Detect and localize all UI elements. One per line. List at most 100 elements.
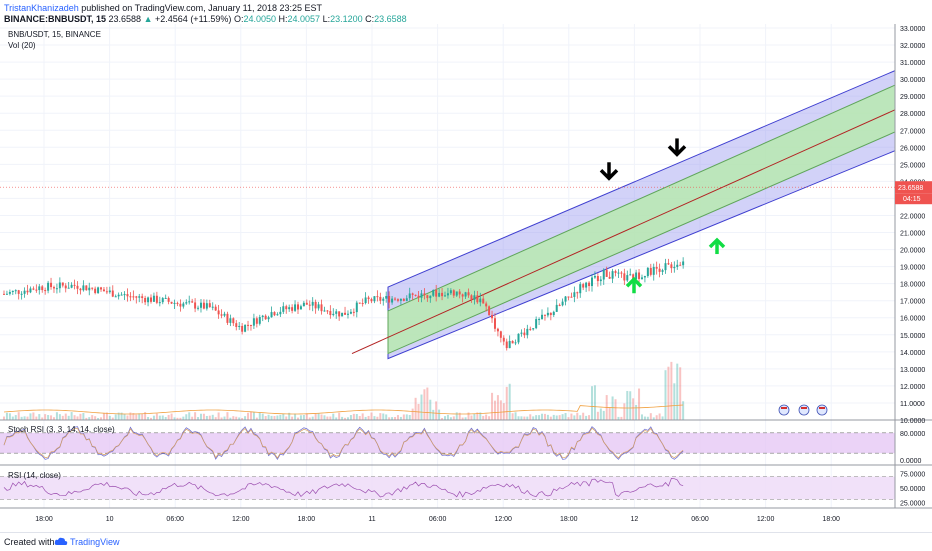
candle-body xyxy=(344,312,347,315)
volume-bar xyxy=(608,407,611,420)
volume-bar xyxy=(308,417,311,420)
volume-bar xyxy=(141,413,144,420)
stoch-tick-label: 80.0000 xyxy=(900,431,925,438)
volume-bar xyxy=(402,414,405,420)
candle-body xyxy=(85,285,88,291)
candle-body xyxy=(408,293,411,299)
time-tick-label: 06:00 xyxy=(166,516,184,523)
volume-bar xyxy=(673,383,676,420)
candle-body xyxy=(111,290,114,297)
close-label: C: xyxy=(365,14,375,24)
event-icons[interactable] xyxy=(778,404,828,416)
candle-body xyxy=(273,312,276,316)
volume-bar xyxy=(288,412,291,420)
volume-bar xyxy=(661,416,664,420)
candle-body xyxy=(297,304,299,310)
volume-bar xyxy=(244,416,247,420)
candle-body xyxy=(14,290,17,292)
volume-bar xyxy=(514,412,517,420)
candle-body xyxy=(502,337,505,342)
candle-body xyxy=(517,333,520,343)
candle-body xyxy=(23,290,26,294)
time-tick-label: 06:00 xyxy=(691,516,709,523)
candle-body xyxy=(138,296,141,298)
volume-bar xyxy=(570,413,573,420)
volume-bar xyxy=(58,414,61,420)
volume-bar xyxy=(76,416,79,420)
candle-body xyxy=(238,325,241,327)
volume-bar xyxy=(364,416,367,420)
chart-canvas[interactable]: 33.0000 32.0000 31.0000 30.0000 29.0000 28.00… xyxy=(0,24,932,532)
volume-bar xyxy=(197,417,200,420)
candle-body xyxy=(102,289,105,292)
candle-body xyxy=(364,297,367,304)
volume-bar xyxy=(267,414,270,420)
candle-body xyxy=(529,328,532,330)
volume-bar xyxy=(532,416,535,420)
volume-bar xyxy=(346,417,349,420)
volume-bar xyxy=(414,397,417,420)
candle-body xyxy=(108,290,111,293)
candle-body xyxy=(679,264,682,266)
volume-bar xyxy=(358,416,361,420)
price-tick-label: 26.0000 xyxy=(900,145,925,152)
axes: 33.0000 32.0000 31.0000 30.0000 29.0000 28.00… xyxy=(0,24,932,523)
volume-bar xyxy=(449,417,452,420)
volume-ma-line xyxy=(3,404,684,415)
candle-body xyxy=(388,296,391,303)
arrow-down-icon xyxy=(667,138,687,157)
volume-bar xyxy=(217,412,220,420)
candle-body xyxy=(667,263,670,265)
candle-body xyxy=(150,297,152,302)
candle-body xyxy=(444,295,446,297)
volume-bar xyxy=(3,416,5,420)
candle-body xyxy=(555,304,558,312)
candle-body xyxy=(461,294,464,297)
event-flag-circle xyxy=(798,404,810,416)
volume-bar xyxy=(632,398,635,420)
candle-body xyxy=(161,298,164,303)
candle-body xyxy=(493,318,496,329)
candle-body xyxy=(585,282,588,288)
volume-bar xyxy=(602,410,605,420)
candle-body xyxy=(420,293,423,298)
annotations[interactable] xyxy=(599,138,726,294)
candle-body xyxy=(346,313,349,315)
candle-body xyxy=(147,297,150,303)
candle-body xyxy=(191,301,194,303)
candle-body xyxy=(352,311,355,313)
volume-bar xyxy=(438,409,441,420)
candle-body xyxy=(100,287,103,290)
volume-bar xyxy=(517,416,520,420)
volume-bar xyxy=(461,417,464,420)
volume-bar xyxy=(467,412,470,420)
volume-bar xyxy=(564,413,567,420)
candle-body xyxy=(564,296,567,302)
volume-bar xyxy=(276,415,279,420)
candle-body xyxy=(596,276,599,282)
volume-bar xyxy=(332,413,335,420)
regression-channel[interactable] xyxy=(351,69,896,360)
volume-bar xyxy=(491,392,494,420)
candle-body xyxy=(279,311,282,315)
volume-bar xyxy=(144,412,147,420)
candle-body xyxy=(197,307,200,309)
volume-bar xyxy=(226,412,229,420)
volume-bar xyxy=(579,415,582,420)
tradingview-link[interactable]: TradingView xyxy=(70,537,120,547)
volume-bar xyxy=(323,415,326,420)
candle-body xyxy=(491,315,494,319)
footer: Created with TradingView xyxy=(0,532,932,551)
volume-bar xyxy=(47,415,50,420)
close-value: 23.6588 xyxy=(374,14,407,24)
volume-bar xyxy=(8,413,11,420)
candle-body xyxy=(479,298,482,303)
volume-bar xyxy=(50,415,53,420)
time-tick-label: 06:00 xyxy=(429,516,447,523)
candle-body xyxy=(73,284,76,286)
author-link[interactable]: TristanKhanizadeh xyxy=(4,3,79,13)
volume-bar xyxy=(132,413,135,420)
volume-bar xyxy=(543,413,546,420)
price-tick-label: 29.0000 xyxy=(900,94,925,101)
candle-body xyxy=(570,296,573,298)
